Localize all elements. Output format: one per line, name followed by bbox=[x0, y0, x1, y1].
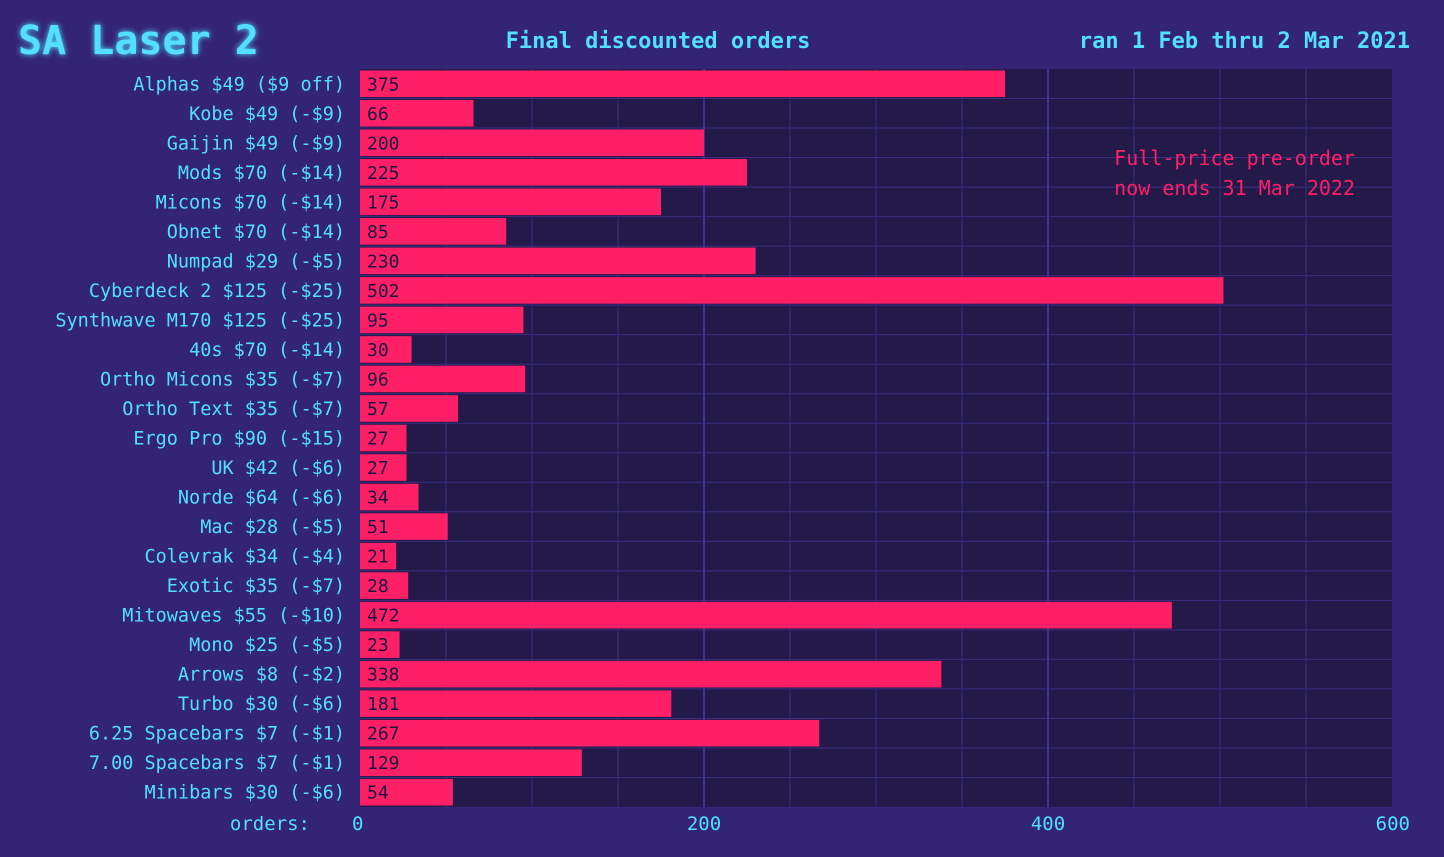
bar bbox=[360, 70, 1005, 98]
bar bbox=[360, 513, 448, 540]
bar bbox=[360, 247, 756, 275]
category-label: Gaijin $49 (-$9) bbox=[167, 133, 345, 154]
bar bbox=[360, 129, 704, 157]
category-label: Norde $64 (-$6) bbox=[178, 488, 345, 509]
category-label: 7.00 Spacebars $7 (-$1) bbox=[89, 753, 345, 774]
bar-value-label: 21 bbox=[367, 547, 389, 568]
bar-value-label: 230 bbox=[367, 251, 400, 272]
category-label: Arrows $8 (-$2) bbox=[178, 665, 345, 686]
bar-value-label: 51 bbox=[367, 517, 389, 538]
bar bbox=[360, 542, 397, 570]
logo-text: SA Laser 2 bbox=[18, 18, 259, 64]
bar bbox=[360, 690, 672, 717]
bar-value-label: 30 bbox=[367, 340, 389, 361]
bar bbox=[360, 572, 409, 599]
bar bbox=[360, 778, 453, 806]
category-label: UK $42 (-$6) bbox=[211, 458, 345, 479]
bar bbox=[360, 601, 1172, 629]
bar-value-label: 267 bbox=[367, 724, 400, 745]
bar bbox=[360, 188, 661, 216]
category-label: 6.25 Spacebars $7 (-$1) bbox=[89, 724, 345, 745]
bar-value-label: 23 bbox=[367, 635, 389, 656]
annotation-line-2: now ends 31 Mar 2022 bbox=[1114, 176, 1355, 200]
bar-value-label: 54 bbox=[367, 783, 389, 804]
category-label: Ortho Text $35 (-$7) bbox=[122, 399, 345, 420]
bar bbox=[360, 99, 474, 127]
bar-value-label: 375 bbox=[367, 74, 400, 95]
bar bbox=[360, 631, 400, 658]
category-label: Obnet $70 (-$14) bbox=[167, 222, 345, 243]
bar-value-label: 338 bbox=[367, 665, 400, 686]
bar-value-label: 175 bbox=[367, 192, 400, 213]
bar bbox=[360, 365, 526, 393]
bar-value-label: 34 bbox=[367, 488, 389, 509]
x-tick-label: 200 bbox=[687, 813, 721, 835]
category-label: Turbo $30 (-$6) bbox=[178, 694, 345, 715]
bar-value-label: 200 bbox=[367, 133, 400, 154]
bar bbox=[360, 218, 507, 245]
category-label: Exotic $35 (-$7) bbox=[167, 576, 345, 597]
category-label: Mono $25 (-$5) bbox=[189, 635, 345, 656]
bar-value-label: 85 bbox=[367, 222, 389, 243]
date-range: ran 1 Feb thru 2 Mar 2021 bbox=[1079, 29, 1410, 54]
bar-value-label: 472 bbox=[367, 606, 400, 627]
category-label: Mitowaves $55 (-$10) bbox=[122, 606, 345, 627]
category-label: Minibars $30 (-$6) bbox=[145, 783, 345, 804]
bar-value-label: 95 bbox=[367, 310, 389, 331]
bar bbox=[360, 336, 412, 363]
category-label: Colevrak $34 (-$4) bbox=[145, 547, 345, 568]
bar bbox=[360, 424, 407, 452]
bar bbox=[360, 719, 820, 747]
annotation-line-1: Full-price pre-order bbox=[1114, 146, 1355, 170]
category-label: Ortho Micons $35 (-$7) bbox=[100, 369, 345, 390]
bar bbox=[360, 454, 407, 481]
bar bbox=[360, 395, 459, 422]
bar-value-label: 66 bbox=[367, 104, 389, 125]
bars-layer: 375 66 200 225 175 85 230 502 95 30 96 57 27 27 34 51 21… bbox=[360, 70, 1224, 806]
x-tick-label: 0 bbox=[352, 813, 363, 835]
category-label: Mac $28 (-$5) bbox=[200, 517, 345, 538]
bar-value-label: 225 bbox=[367, 163, 400, 184]
bar bbox=[360, 749, 582, 777]
category-label: Mods $70 (-$14) bbox=[178, 163, 345, 184]
category-labels: Alphas $49 ($9 off) Kobe $49 (-$9) Gaijin … bbox=[55, 74, 345, 803]
x-tick-label: 400 bbox=[1031, 813, 1065, 835]
bar bbox=[360, 277, 1224, 304]
bar-value-label: 96 bbox=[367, 369, 389, 390]
bar-value-label: 27 bbox=[367, 429, 389, 450]
category-label: Synthwave M170 $125 (-$25) bbox=[55, 310, 345, 331]
bar-value-label: 28 bbox=[367, 576, 389, 597]
x-axis-ticks: 0 200 400 600 bbox=[352, 813, 1410, 835]
category-label: Numpad $29 (-$5) bbox=[167, 251, 345, 272]
bar-value-label: 129 bbox=[367, 753, 400, 774]
category-label: Cyberdeck 2 $125 (-$25) bbox=[89, 281, 345, 302]
category-label: Ergo Pro $90 (-$15) bbox=[133, 429, 345, 450]
category-label: Alphas $49 ($9 off) bbox=[133, 74, 345, 95]
bar bbox=[360, 660, 942, 688]
category-label: Micons $70 (-$14) bbox=[156, 192, 345, 213]
x-axis-label: orders: bbox=[230, 813, 310, 835]
category-label: 40s $70 (-$14) bbox=[189, 340, 345, 361]
bar bbox=[360, 483, 419, 511]
bar-value-label: 57 bbox=[367, 399, 389, 420]
chart-title: Final discounted orders bbox=[506, 29, 811, 54]
bar bbox=[360, 306, 524, 334]
bar-value-label: 27 bbox=[367, 458, 389, 479]
category-label: Kobe $49 (-$9) bbox=[189, 104, 345, 125]
bar bbox=[360, 159, 747, 186]
bar-value-label: 181 bbox=[367, 694, 400, 715]
x-tick-label: 600 bbox=[1376, 813, 1410, 835]
bar-value-label: 502 bbox=[367, 281, 400, 302]
